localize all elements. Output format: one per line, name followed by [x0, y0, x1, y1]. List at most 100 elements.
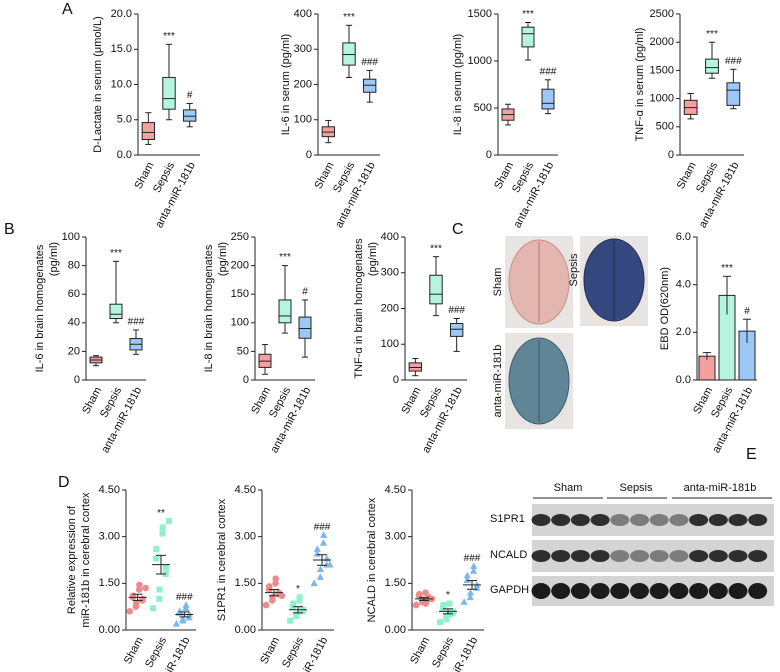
point — [272, 575, 280, 582]
blot-band — [551, 514, 571, 526]
blot-band — [708, 550, 728, 562]
y-tick-label: 400 — [381, 231, 399, 243]
y-tick-label: 3.00 — [385, 531, 406, 543]
point — [153, 555, 160, 562]
y-tick-label: 80 — [68, 260, 80, 272]
point — [165, 518, 172, 525]
y-tick-label: 15.0 — [111, 43, 132, 55]
y-tick-label: 1500 — [468, 8, 492, 20]
y-tick-label: 500 — [474, 102, 492, 114]
y-tick-label: 100 — [294, 114, 312, 126]
y-tick-label: 4.50 — [385, 484, 406, 496]
box — [362, 78, 377, 93]
box — [278, 299, 292, 324]
point — [469, 567, 478, 574]
box — [408, 362, 423, 372]
y-tick-label: 20.0 — [111, 8, 132, 20]
blot-band — [531, 514, 551, 526]
point — [422, 600, 430, 607]
y-tick-label: 500 — [656, 121, 674, 133]
point — [463, 576, 471, 584]
blot-band — [570, 550, 590, 562]
significance: *** — [721, 263, 733, 274]
y-axis-label: IL-8 in brain homogenates — [203, 244, 215, 372]
blot-band — [649, 550, 669, 562]
significance: *** — [279, 252, 291, 263]
x-tick-label: Sham — [258, 635, 282, 666]
point — [326, 560, 334, 568]
point — [412, 601, 420, 609]
x-tick-label: anta-miR-181b — [420, 385, 465, 455]
blot-band — [728, 514, 748, 526]
y-axis-label: TNF-α in serum (pg/ml) — [634, 28, 646, 142]
significance: # — [744, 306, 750, 317]
blot-band — [531, 550, 551, 562]
y-tick-label: 4.50 — [99, 484, 120, 496]
y-tick-label: 0 — [486, 149, 492, 161]
blot-band — [610, 514, 630, 526]
western-blot: Sham Sepsis anta-miR-181b S1PR1 NCALD GA… — [490, 482, 774, 606]
point — [293, 611, 300, 618]
panel-label: E — [746, 446, 757, 463]
point — [266, 583, 273, 590]
point — [162, 564, 169, 571]
box — [182, 109, 197, 122]
y-tick-label: 40 — [68, 317, 80, 329]
point — [150, 605, 157, 612]
y-axis-label: Relative expression of — [66, 505, 78, 614]
y-tick-label: 300 — [294, 43, 312, 55]
point — [287, 617, 294, 624]
x-tick-label: anta-miR-181b — [153, 160, 198, 230]
point — [470, 562, 478, 570]
point — [269, 594, 276, 601]
point — [416, 590, 423, 598]
y-tick-label: 300 — [381, 267, 399, 279]
blot-band — [570, 583, 590, 599]
y-tick-label: 0.00 — [235, 624, 256, 636]
box — [429, 274, 443, 305]
blot-band — [570, 514, 590, 526]
y-tick-label: 0.0 — [676, 374, 691, 386]
x-tick-label: Sepsis — [280, 635, 306, 670]
point — [179, 615, 187, 622]
significance: *** — [706, 29, 718, 40]
point — [172, 619, 181, 627]
y-tick-label: 0 — [393, 374, 399, 386]
box — [449, 323, 464, 337]
image-label: anta-miR-181b — [492, 345, 504, 418]
y-tick-label: 0 — [306, 149, 312, 161]
blot-row-label: NCALD — [490, 549, 527, 561]
panel-label: B — [4, 221, 15, 238]
blot-row-label: S1PR1 — [490, 513, 525, 525]
y-axis-label: TNF-α in brain homogenates — [353, 238, 365, 379]
blot-band — [531, 583, 551, 599]
significance: * — [296, 584, 300, 595]
y-tick-label: 0.00 — [99, 624, 120, 636]
box — [726, 82, 741, 106]
brain-images: Sham Sepsis anta-miR-181b — [492, 236, 648, 429]
significance: ** — [157, 508, 165, 519]
significance: # — [302, 287, 308, 298]
point — [159, 524, 166, 531]
point — [182, 601, 190, 608]
y-tick-label: 200 — [231, 260, 249, 272]
blot-band — [590, 514, 610, 526]
point — [443, 616, 450, 623]
point — [296, 597, 303, 604]
blot-band — [610, 583, 630, 599]
point — [446, 611, 453, 618]
y-tick-label: 0 — [243, 374, 249, 386]
point — [460, 598, 468, 605]
panel-label: C — [452, 221, 464, 238]
y-tick-label: 1000 — [468, 55, 492, 67]
y-tick-label: 100 — [62, 231, 80, 243]
y-tick-label: 1500 — [650, 64, 674, 76]
blot-band — [708, 514, 728, 526]
significance: ### — [361, 57, 378, 68]
point — [320, 531, 328, 538]
point — [135, 586, 143, 593]
point — [272, 580, 279, 587]
y-tick-label: 20 — [68, 345, 80, 357]
point — [466, 588, 475, 596]
y-tick-label: 3.00 — [99, 531, 120, 543]
